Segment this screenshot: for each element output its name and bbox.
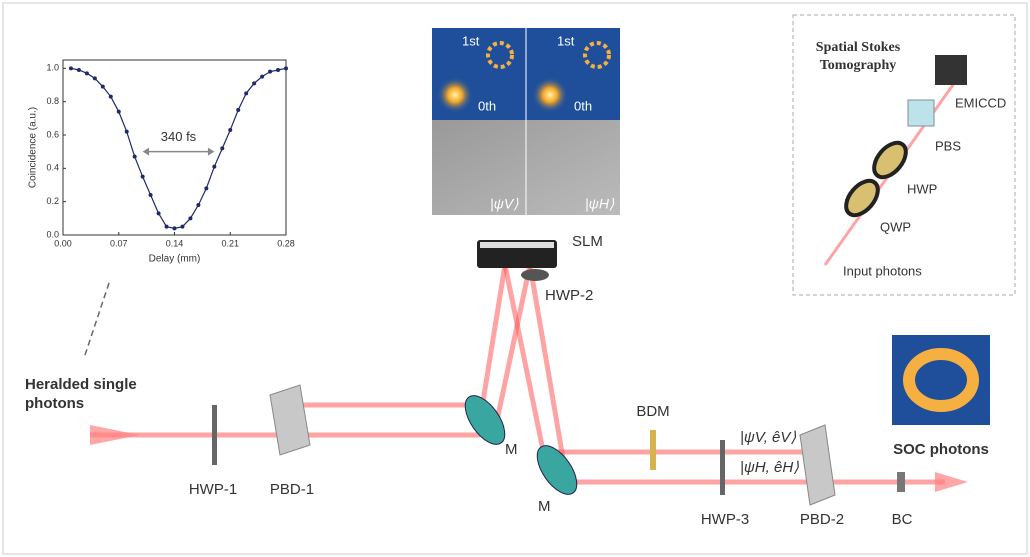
data-point <box>188 216 192 220</box>
y-tick-label: 0.6 <box>46 129 59 139</box>
optics <box>212 240 905 505</box>
x-tick-label: 0.28 <box>277 238 295 248</box>
data-point <box>125 130 129 134</box>
state-label: |ψH⟩ <box>585 196 615 212</box>
component-label: QWP <box>880 219 911 234</box>
arrow-head <box>143 148 149 156</box>
y-tick-label: 0.8 <box>46 96 59 106</box>
component-label: Input photons <box>843 263 922 278</box>
data-point <box>101 85 105 89</box>
output-label: SOC photons <box>893 441 989 458</box>
order-label: 0th <box>574 98 592 113</box>
data-point <box>77 68 81 72</box>
data-point <box>69 66 73 70</box>
arrow-head <box>208 148 214 156</box>
source-label: photons <box>25 395 84 412</box>
x-tick-label: 0.21 <box>221 238 239 248</box>
data-point <box>109 95 113 99</box>
data-point <box>117 110 121 114</box>
data-point <box>93 76 97 80</box>
state-label: |ψV⟩ <box>490 196 519 212</box>
x-axis-label: Delay (mm) <box>149 254 201 265</box>
data-point <box>141 175 145 179</box>
x-tick-label: 0.14 <box>166 238 184 248</box>
component-label: HWP-3 <box>701 511 749 528</box>
data-point <box>244 91 248 95</box>
source-label: Heralded single <box>25 376 137 393</box>
component-label: PBD-2 <box>800 511 844 528</box>
order-label: 0th <box>478 98 496 113</box>
data-point <box>173 226 177 230</box>
component-label: HWP-1 <box>189 481 237 498</box>
data-point <box>236 108 240 112</box>
tomography-title: Tomography <box>820 58 897 73</box>
annotation: 340 fs <box>161 129 197 144</box>
y-tick-label: 0.0 <box>46 229 59 239</box>
data-point <box>204 186 208 190</box>
beams <box>90 265 968 492</box>
data-point <box>133 155 137 159</box>
data-point <box>165 225 169 229</box>
component-label: M <box>538 498 551 515</box>
component-label: HWP <box>907 181 937 196</box>
data-point <box>85 71 89 75</box>
state-label: |ψH, êH⟩ <box>740 459 799 476</box>
component-label: BC <box>892 511 913 528</box>
data-point <box>228 128 232 132</box>
hologram-panel <box>432 28 620 215</box>
data-point <box>196 203 200 207</box>
pointer <box>85 280 110 355</box>
x-tick-label: 0.00 <box>54 238 72 248</box>
y-tick-label: 0.4 <box>46 163 59 173</box>
state-label: |ψV, êV⟩ <box>740 429 796 446</box>
y-tick-label: 1.0 <box>46 63 59 73</box>
data-point <box>260 75 264 79</box>
component-label: EMICCD <box>955 95 1006 110</box>
y-tick-label: 0.2 <box>46 196 59 206</box>
data-point <box>276 68 280 72</box>
component-label: PBD-1 <box>270 481 314 498</box>
order-label: 1st <box>557 33 575 48</box>
component-label: SLM <box>572 233 603 250</box>
data-point <box>149 193 153 197</box>
data-point <box>268 70 272 74</box>
data-point <box>220 146 224 150</box>
data-point <box>180 225 184 229</box>
component-label: HWP-2 <box>545 287 593 304</box>
x-tick-label: 0.07 <box>110 238 128 248</box>
data-point <box>284 66 288 70</box>
data-point <box>252 81 256 85</box>
tomography-title: Spatial Stokes <box>816 40 901 55</box>
component-label: M <box>505 441 518 458</box>
component-label: PBS <box>935 138 961 153</box>
order-label: 1st <box>462 33 480 48</box>
data-point <box>212 165 216 169</box>
data-point <box>157 211 161 215</box>
fit-line <box>71 68 286 228</box>
inset-chart: 0.00 0.07 0.14 0.21 0.28 0.0 0.2 0.4 0.6 0.8 1.0 De… <box>28 60 295 265</box>
y-axis-label: Coincidence (a.u.) <box>28 107 39 188</box>
component-label: BDM <box>636 403 669 420</box>
figure: Heralded single photons HWP-1 PBD-1 M M … <box>0 0 1030 557</box>
